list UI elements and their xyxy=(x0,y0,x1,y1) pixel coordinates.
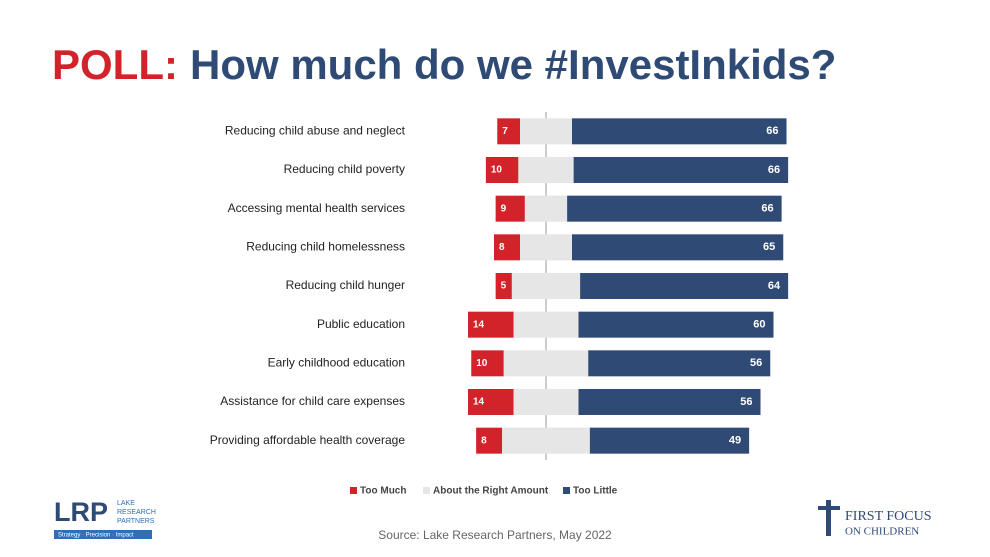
source: Source: Lake Research Partners, May 2022 xyxy=(378,528,612,542)
lrp-logo: LRP LAKE RESEARCH PARTNERS Strategy · Pr… xyxy=(54,497,156,539)
legend-swatch xyxy=(563,487,570,494)
value-label: 56 xyxy=(750,357,762,369)
value-label: 56 xyxy=(740,396,752,408)
ffc-logo: FIRST FOCUS ON CHILDREN xyxy=(818,500,932,538)
value-label: 7 xyxy=(502,126,508,137)
category-label: Reducing child poverty xyxy=(284,162,405,176)
logo-text: LAKE xyxy=(117,500,135,507)
value-label: 49 xyxy=(729,435,741,447)
logo-text: RESEARCH xyxy=(117,509,156,516)
value-label: 66 xyxy=(766,125,778,137)
title-prefix: POLL: xyxy=(52,41,178,88)
legend-label: Too Little xyxy=(573,486,618,497)
bar xyxy=(589,427,750,454)
value-label: 64 xyxy=(768,280,781,292)
bar xyxy=(588,350,771,377)
bar xyxy=(580,273,789,299)
value-label: 14 xyxy=(473,397,485,408)
logo-text: ON CHILDREN xyxy=(845,526,919,538)
bar xyxy=(520,118,572,145)
value-label: 8 xyxy=(499,242,505,253)
value-label: 5 xyxy=(501,281,507,292)
bar xyxy=(567,195,782,222)
bar xyxy=(476,427,503,454)
value-label: 65 xyxy=(763,241,775,253)
category-label: Accessing mental health services xyxy=(228,201,405,215)
legend-swatch xyxy=(423,487,430,494)
bar xyxy=(503,350,589,377)
category-label: Providing affordable health coverage xyxy=(210,433,406,447)
bar xyxy=(524,195,568,222)
category-label: Public education xyxy=(317,317,405,331)
value-label: 66 xyxy=(761,203,773,215)
bar xyxy=(497,118,520,145)
bar xyxy=(513,311,579,338)
logo-icon xyxy=(826,500,831,536)
bar xyxy=(468,389,514,415)
value-label: 60 xyxy=(753,319,765,331)
category-label: Reducing child homelessness xyxy=(246,240,405,254)
value-label: 9 xyxy=(501,203,507,214)
legend-label: Too Much xyxy=(360,486,406,497)
value-label: 10 xyxy=(476,358,488,369)
logo-tagline: Strategy · Precision · Impact xyxy=(58,533,134,539)
bar xyxy=(573,157,789,183)
logo-text: PARTNERS xyxy=(117,518,155,525)
bar xyxy=(572,234,784,261)
value-label: 14 xyxy=(473,319,485,330)
bar xyxy=(485,157,519,183)
bar xyxy=(494,234,520,261)
category-label: Reducing child abuse and neglect xyxy=(225,124,406,138)
bar xyxy=(511,273,581,299)
bar xyxy=(495,195,525,222)
bar xyxy=(502,427,590,454)
bar xyxy=(572,118,787,145)
chart-title: How much do we #InvestInkids? xyxy=(190,41,836,88)
category-label: Early childhood education xyxy=(268,356,405,370)
bar xyxy=(520,234,572,261)
logo-bar xyxy=(54,530,152,539)
bar xyxy=(468,311,514,338)
bar xyxy=(578,389,761,415)
legend-swatch xyxy=(350,487,357,494)
bar xyxy=(578,311,774,338)
bar xyxy=(518,157,574,183)
value-label: 8 xyxy=(481,435,487,446)
value-label: 10 xyxy=(491,165,503,176)
bar xyxy=(495,273,512,299)
bar xyxy=(471,350,504,377)
legend-label: About the Right Amount xyxy=(433,486,549,497)
bar xyxy=(513,389,579,415)
logo-mark: LRP xyxy=(54,497,108,527)
value-label: 66 xyxy=(768,164,780,176)
logo-text: FIRST FOCUS xyxy=(845,509,932,524)
category-label: Reducing child hunger xyxy=(286,278,405,292)
category-label: Assistance for child care expenses xyxy=(220,394,405,408)
